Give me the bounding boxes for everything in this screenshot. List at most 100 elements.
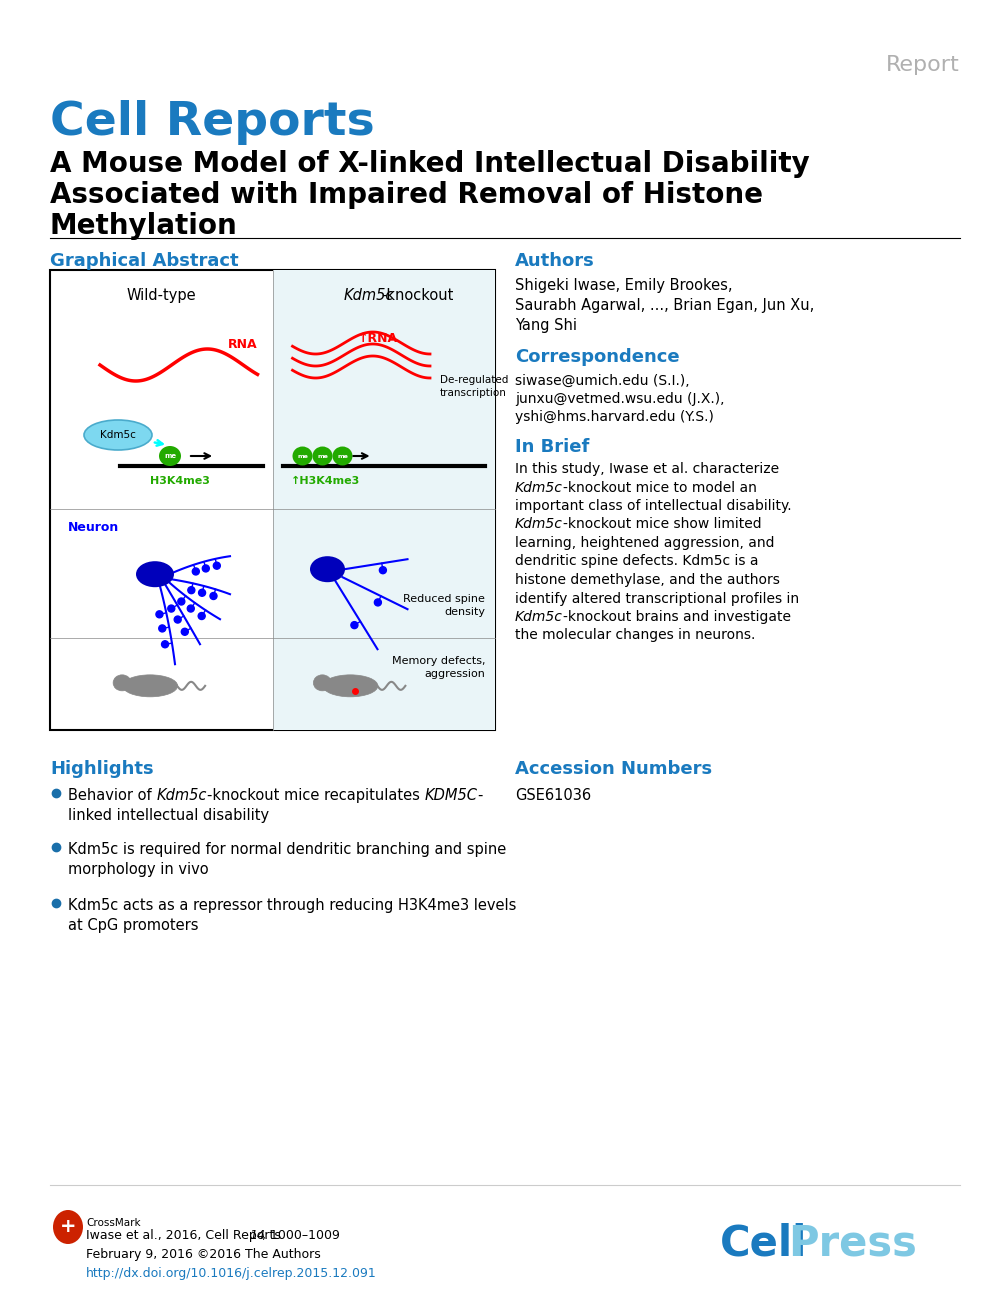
- Circle shape: [162, 642, 169, 649]
- Text: -knockout mice recapitulates: -knockout mice recapitulates: [207, 788, 424, 803]
- Text: siwase@umich.edu (S.I.),: siwase@umich.edu (S.I.),: [515, 375, 689, 388]
- Text: Kdm5c: Kdm5c: [344, 288, 394, 303]
- Text: -knockout mice show limited: -knockout mice show limited: [563, 518, 762, 531]
- Text: Reduced spine
density: Reduced spine density: [403, 594, 485, 617]
- Text: Neuron: Neuron: [68, 521, 120, 534]
- Text: Memory defects,
aggression: Memory defects, aggression: [392, 656, 485, 679]
- Circle shape: [165, 606, 172, 612]
- Text: CrossMark: CrossMark: [86, 1218, 141, 1228]
- Text: 14: 14: [249, 1229, 265, 1242]
- Text: Associated with Impaired Removal of Histone: Associated with Impaired Removal of Hist…: [50, 181, 763, 209]
- Circle shape: [379, 566, 386, 574]
- Text: Graphical Abstract: Graphical Abstract: [50, 252, 238, 270]
- Text: Methylation: Methylation: [50, 211, 238, 240]
- Text: February 9, 2016 ©2016 The Authors: February 9, 2016 ©2016 The Authors: [86, 1248, 321, 1261]
- Ellipse shape: [53, 1210, 83, 1244]
- Text: -knockout mice to model an: -knockout mice to model an: [563, 480, 757, 495]
- Bar: [272, 270, 495, 509]
- Circle shape: [180, 629, 187, 636]
- Bar: [50, 270, 495, 729]
- Text: Saurabh Agarwal, ..., Brian Egan, Jun Xu,: Saurabh Agarwal, ..., Brian Egan, Jun Xu…: [515, 298, 814, 313]
- Text: yshi@hms.harvard.edu (Y.S.): yshi@hms.harvard.edu (Y.S.): [515, 410, 714, 424]
- Text: Wild-type: Wild-type: [127, 288, 196, 303]
- Text: ↑H3K4me3: ↑H3K4me3: [290, 476, 360, 485]
- Text: dendritic spine defects. Kdm5c is a: dendritic spine defects. Kdm5c is a: [515, 555, 759, 569]
- Text: http://dx.doi.org/10.1016/j.celrep.2015.12.091: http://dx.doi.org/10.1016/j.celrep.2015.…: [86, 1267, 377, 1280]
- Ellipse shape: [136, 561, 174, 587]
- Text: histone demethylase, and the authors: histone demethylase, and the authors: [515, 573, 780, 587]
- Text: Kdm5c: Kdm5c: [100, 431, 136, 440]
- Circle shape: [199, 613, 206, 620]
- Text: Cell: Cell: [720, 1221, 807, 1265]
- Circle shape: [187, 587, 194, 595]
- Ellipse shape: [159, 446, 181, 466]
- Circle shape: [215, 564, 222, 570]
- Text: me: me: [337, 454, 348, 458]
- Ellipse shape: [313, 446, 333, 466]
- Text: De-regulated
transcription: De-regulated transcription: [440, 375, 509, 398]
- Text: me: me: [164, 453, 176, 459]
- Circle shape: [179, 599, 186, 606]
- Text: In Brief: In Brief: [515, 438, 589, 455]
- Text: me: me: [317, 454, 328, 458]
- Text: Kdm5c: Kdm5c: [156, 788, 207, 803]
- Text: , 1000–1009: , 1000–1009: [262, 1229, 340, 1242]
- Text: Behavior of: Behavior of: [68, 788, 156, 803]
- Text: linked intellectual disability: linked intellectual disability: [68, 808, 269, 823]
- Text: learning, heightened aggression, and: learning, heightened aggression, and: [515, 536, 775, 549]
- Bar: [272, 638, 495, 729]
- Text: Kdm5c is required for normal dendritic branching and spine: Kdm5c is required for normal dendritic b…: [68, 842, 507, 857]
- Ellipse shape: [333, 446, 353, 466]
- Text: A Mouse Model of X-linked Intellectual Disability: A Mouse Model of X-linked Intellectual D…: [50, 150, 810, 177]
- Text: Authors: Authors: [515, 252, 595, 270]
- Text: morphology in vivo: morphology in vivo: [68, 863, 209, 877]
- Text: Accession Numbers: Accession Numbers: [515, 760, 713, 778]
- Text: identify altered transcriptional profiles in: identify altered transcriptional profile…: [515, 591, 799, 606]
- Circle shape: [204, 566, 211, 573]
- Circle shape: [157, 612, 164, 619]
- Text: Kdm5c acts as a repressor through reducing H3K4me3 levels: Kdm5c acts as a repressor through reduci…: [68, 898, 517, 913]
- Text: Press: Press: [788, 1221, 917, 1265]
- Text: Correspondence: Correspondence: [515, 348, 679, 365]
- Circle shape: [193, 569, 200, 577]
- Text: Shigeki Iwase, Emily Brookes,: Shigeki Iwase, Emily Brookes,: [515, 278, 733, 294]
- Ellipse shape: [323, 675, 378, 697]
- Text: +: +: [59, 1218, 76, 1237]
- Circle shape: [198, 590, 205, 598]
- Circle shape: [375, 599, 381, 606]
- Text: -knockout: -knockout: [381, 288, 453, 303]
- Text: Kdm5c: Kdm5c: [515, 609, 563, 624]
- Text: Cell Reports: Cell Reports: [50, 100, 375, 145]
- Circle shape: [210, 594, 217, 600]
- Circle shape: [188, 606, 195, 613]
- Text: ↑RNA: ↑RNA: [358, 331, 398, 345]
- Text: H3K4me3: H3K4me3: [150, 476, 210, 485]
- Text: the molecular changes in neurons.: the molecular changes in neurons.: [515, 629, 756, 642]
- Text: RNA: RNA: [228, 338, 257, 351]
- Text: In this study, Iwase et al. characterize: In this study, Iwase et al. characterize: [515, 462, 779, 476]
- Text: me: me: [297, 454, 308, 458]
- Text: Iwase et al., 2016, Cell Reports: Iwase et al., 2016, Cell Reports: [86, 1229, 284, 1242]
- Ellipse shape: [84, 420, 152, 450]
- Ellipse shape: [314, 675, 332, 690]
- Text: Kdm5c: Kdm5c: [515, 480, 563, 495]
- Text: -knockout brains and investigate: -knockout brains and investigate: [563, 609, 791, 624]
- Text: Highlights: Highlights: [50, 760, 154, 778]
- Bar: [272, 509, 495, 638]
- Ellipse shape: [123, 675, 178, 697]
- Ellipse shape: [310, 556, 345, 582]
- Ellipse shape: [114, 675, 131, 690]
- Circle shape: [159, 626, 166, 633]
- Text: KDM5C: KDM5C: [424, 788, 477, 803]
- Text: Kdm5c: Kdm5c: [515, 518, 563, 531]
- Ellipse shape: [292, 446, 313, 466]
- Circle shape: [172, 616, 179, 624]
- Text: GSE61036: GSE61036: [515, 788, 591, 803]
- Text: Report: Report: [886, 55, 960, 74]
- Text: junxu@vetmed.wsu.edu (J.X.),: junxu@vetmed.wsu.edu (J.X.),: [515, 392, 725, 406]
- Text: Yang Shi: Yang Shi: [515, 318, 577, 333]
- Text: at CpG promoters: at CpG promoters: [68, 917, 199, 933]
- Text: important class of intellectual disability.: important class of intellectual disabili…: [515, 499, 792, 513]
- Text: -: -: [477, 788, 482, 803]
- Circle shape: [351, 621, 358, 629]
